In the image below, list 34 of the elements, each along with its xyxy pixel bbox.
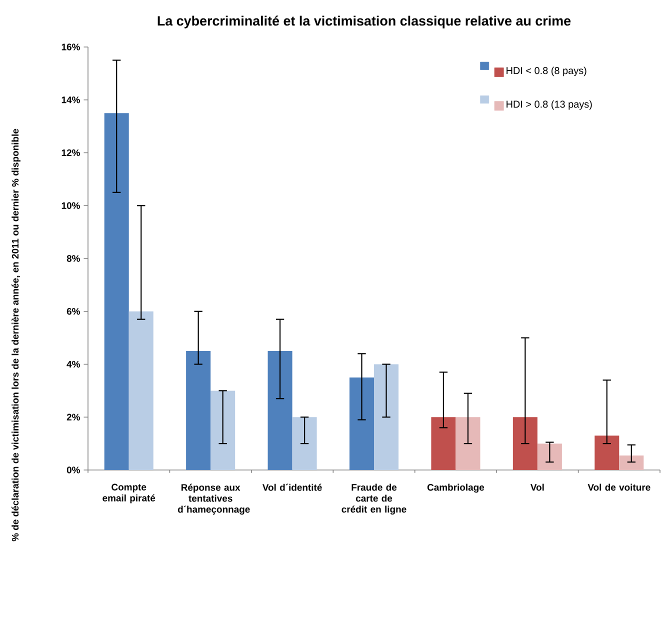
bar <box>349 377 374 470</box>
bar <box>456 417 480 470</box>
chart-title: La cybercriminalité et la victimisation classique relative au crime <box>158 16 571 28</box>
x-tick-label: Vol <box>530 484 544 491</box>
bar <box>594 436 620 470</box>
legend-label: HDI < 0.8 (8 pays) <box>506 66 586 76</box>
x-tick-label: Vol de voiture <box>588 484 650 491</box>
y-tick-label: 8% <box>66 255 80 262</box>
bar <box>374 364 399 470</box>
bar <box>104 113 129 470</box>
bar <box>431 417 456 470</box>
bar <box>537 444 562 470</box>
y-tick-label: 2% <box>66 414 80 420</box>
bar <box>128 311 154 470</box>
legend-label: HDI > 0.8 (13 pays) <box>506 100 592 110</box>
y-tick-label: 0% <box>66 466 80 474</box>
x-tick-label: Compte email piraté <box>102 484 156 504</box>
x-tick-label: Cambriolage <box>427 484 484 493</box>
bar <box>186 351 211 470</box>
bar <box>210 390 236 470</box>
bar <box>619 455 644 470</box>
x-tick-label: Réponse aux tentatives d´hameçonnage <box>178 484 250 515</box>
y-tick-label: 10% <box>62 202 80 209</box>
y-tick-label: 16% <box>62 44 80 50</box>
y-tick-label: 6% <box>66 308 80 315</box>
x-tick-label: Vol d´identité <box>262 484 322 491</box>
y-tick-label: 12% <box>62 149 80 156</box>
y-axis-title: % de déclaration de victimisation lors de la dernière année, en 2011 ou dernier % disponible <box>12 128 20 542</box>
bar <box>268 351 292 470</box>
y-tick-label: 4% <box>66 360 80 368</box>
y-tick-label: 14% <box>62 96 80 104</box>
bar <box>292 417 317 470</box>
bar <box>512 417 538 470</box>
x-tick-label: Fraude de carte de crédit en ligne <box>342 484 406 515</box>
